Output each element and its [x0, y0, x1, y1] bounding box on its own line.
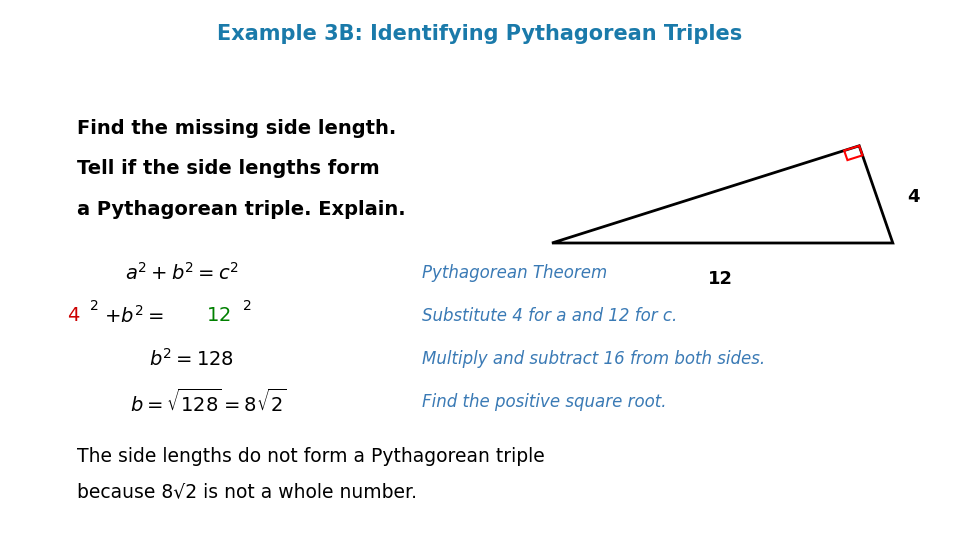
Text: Find the missing side length.: Find the missing side length. — [77, 119, 396, 138]
Text: $b = \sqrt{128} = 8\sqrt{2}$: $b = \sqrt{128} = 8\sqrt{2}$ — [130, 389, 287, 416]
Text: $4$: $4$ — [67, 306, 81, 326]
Text: $+ b^2 =$: $+ b^2 =$ — [104, 305, 163, 327]
Text: Substitute 4 for a and 12 for c.: Substitute 4 for a and 12 for c. — [422, 307, 678, 325]
Text: $12$: $12$ — [206, 306, 231, 326]
Text: The side lengths do not form a Pythagorean triple: The side lengths do not form a Pythagore… — [77, 447, 544, 466]
Text: 12: 12 — [708, 270, 732, 288]
Text: $b^2 = 128$: $b^2 = 128$ — [149, 348, 233, 370]
Text: Multiply and subtract 16 from both sides.: Multiply and subtract 16 from both sides… — [422, 350, 765, 368]
Text: because 8√2 is not a whole number.: because 8√2 is not a whole number. — [77, 482, 417, 501]
Text: $2$: $2$ — [242, 299, 252, 313]
Text: Pythagorean Theorem: Pythagorean Theorem — [422, 264, 608, 282]
Text: $a^2 + b^2 = c^2$: $a^2 + b^2 = c^2$ — [125, 262, 239, 284]
Text: 4: 4 — [907, 188, 920, 206]
Text: Find the positive square root.: Find the positive square root. — [422, 393, 667, 411]
Text: Tell if the side lengths form: Tell if the side lengths form — [77, 159, 379, 178]
Text: a Pythagorean triple. Explain.: a Pythagorean triple. Explain. — [77, 200, 405, 219]
Text: Example 3B: Identifying Pythagorean Triples: Example 3B: Identifying Pythagorean Trip… — [217, 24, 743, 44]
Text: $2$: $2$ — [89, 299, 99, 313]
